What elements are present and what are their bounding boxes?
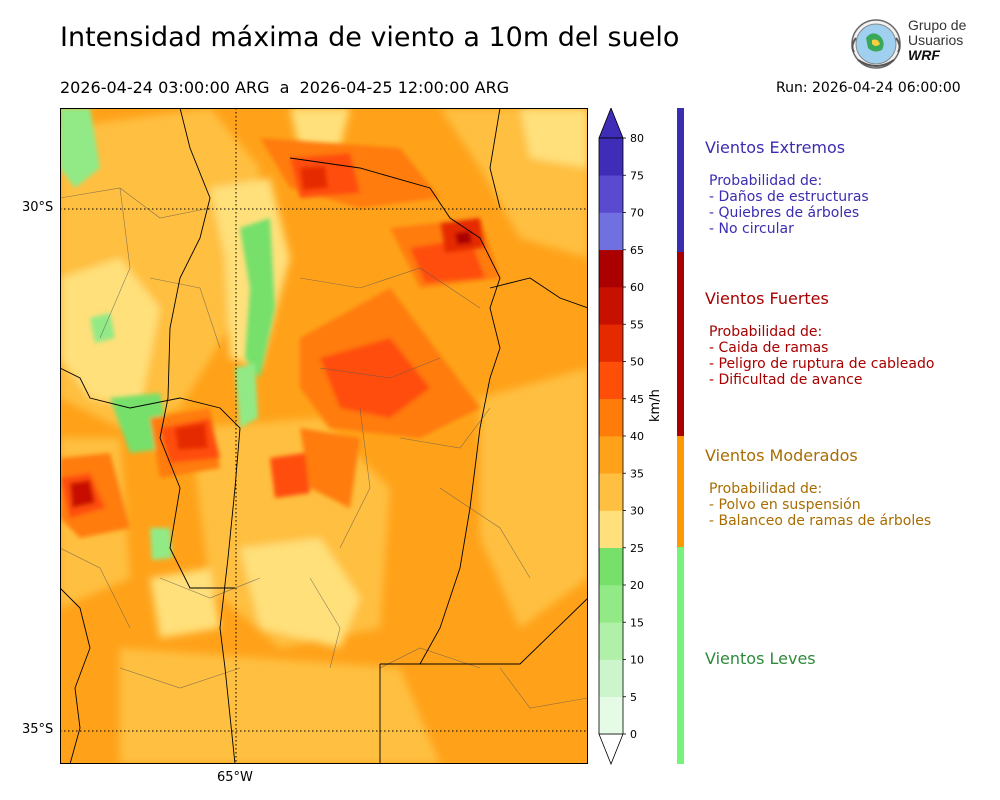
colorbar-bin: [599, 659, 623, 698]
colorbar-tick-label: 20: [630, 579, 644, 592]
legend-category-title: Vientos Extremos: [705, 138, 846, 157]
colorbar-bin: [599, 324, 623, 362]
legend-category: Vientos Moderados Probabilidad de: - Polvo…: [705, 446, 931, 529]
legend-category-line: - Polvo en suspensión: [709, 497, 861, 513]
colorbar-bin: [599, 212, 623, 251]
legend-category-line: - Quiebres de árboles: [709, 205, 860, 221]
colorbar-tick-label: 40: [630, 430, 644, 443]
legend-category-line: - Caida de ramas: [709, 340, 829, 356]
colorbar-bin: [599, 547, 623, 586]
colorbar-scale: 0 5 10 15 20 25 30 35 40 45 50 55 60 65 70 75 80: [598, 106, 644, 766]
legend-category-title: Vientos Fuertes: [705, 289, 829, 308]
legend-category: Vientos Extremos Probabilidad de: - Daños …: [705, 138, 869, 237]
colorbar: 0 5 10 15 20 25 30 35 40 45 50 55 60 65 70 75 80: [596, 106, 666, 768]
colorbar-bin: [599, 138, 623, 176]
logo-line-1: Grupo de: [908, 17, 967, 33]
colorbar-bin: [599, 287, 623, 325]
colorbar-bin: [599, 585, 623, 623]
grupo-usuarios-wrf-logo: Grupo de Usuarios WRF: [848, 16, 973, 72]
colorbar-bin: [599, 361, 623, 400]
colorbar-bin: [599, 175, 623, 213]
legend-category-line: - No circular: [709, 221, 794, 237]
chart-title: Intensidad máxima de viento a 10m del su…: [60, 22, 680, 53]
colorbar-bin: [599, 510, 623, 549]
colorbar-tick-label: 50: [630, 356, 644, 369]
colorbar-tick-label: 25: [630, 542, 644, 555]
wind-intensity-field: [59, 107, 589, 765]
logo-line-3: WRF: [908, 47, 940, 63]
colorbar-tick-label: 75: [630, 169, 644, 182]
colorbar-tick-label: 0: [630, 728, 637, 741]
colorbar-tick-label: 10: [630, 654, 644, 667]
lat-label-30s: 30°S: [22, 200, 54, 215]
legend-category-line: Probabilidad de:: [709, 173, 823, 189]
legend-bar-3: [677, 547, 684, 764]
legend-bar-1: [677, 252, 684, 436]
legend-category-line: - Peligro de ruptura de cableado: [709, 356, 935, 372]
logo-text: Grupo de Usuarios WRF: [908, 18, 966, 63]
colorbar-tick-label: 30: [630, 505, 644, 518]
colorbar-bin: [599, 436, 623, 474]
colorbar-bin: [599, 622, 623, 660]
colorbar-unit: km/h: [648, 389, 663, 422]
colorbar-tick-label: 60: [630, 281, 644, 294]
legend-category-line: Probabilidad de:: [709, 481, 823, 497]
legend-category-line: - Dificultad de avance: [709, 372, 863, 388]
colorbar-tick-label: 70: [630, 207, 644, 220]
lon-label-65w: 65°W: [217, 770, 253, 785]
colorbar-extend-max: [598, 106, 624, 139]
run-timestamp: Run: 2026-04-24 06:00:00: [776, 80, 961, 96]
globe-icon: [851, 19, 901, 69]
colorbar-tick-label: 55: [630, 318, 644, 331]
logo-line-2: Usuarios: [908, 32, 964, 48]
colorbar-extend-min: [598, 733, 624, 766]
wind-map: [59, 107, 589, 765]
legend-category: Vientos Leves: [705, 649, 816, 684]
colorbar-tick-label: 35: [630, 467, 644, 480]
forecast-period: 2026-04-24 03:00:00 ARG a 2026-04-25 12:…: [60, 78, 510, 97]
colorbar-bin: [599, 473, 623, 511]
colorbar-bin: [599, 249, 623, 288]
colorbar-tick-label: 65: [630, 244, 644, 257]
legend-category-line: - Daños de estructuras: [709, 189, 869, 205]
colorbar-tick-label: 15: [630, 616, 644, 629]
legend-bar-2: [677, 436, 684, 547]
legend-category-line: Probabilidad de:: [709, 324, 823, 340]
legend-category-line: - Balanceo de ramas de árboles: [709, 513, 932, 529]
lat-label-35s: 35°S: [22, 722, 54, 737]
colorbar-bin: [599, 696, 623, 735]
legend-category: Vientos Fuertes Probabilidad de: - Caida d…: [705, 289, 934, 388]
colorbar-bin: [599, 398, 623, 437]
legend-bar-0: [677, 108, 684, 252]
colorbar-tick-label: 5: [630, 691, 637, 704]
legend-category-title: Vientos Leves: [705, 649, 816, 668]
colorbar-tick-label: 45: [630, 393, 644, 406]
legend-category-title: Vientos Moderados: [705, 446, 858, 465]
colorbar-tick-label: 80: [630, 132, 644, 145]
